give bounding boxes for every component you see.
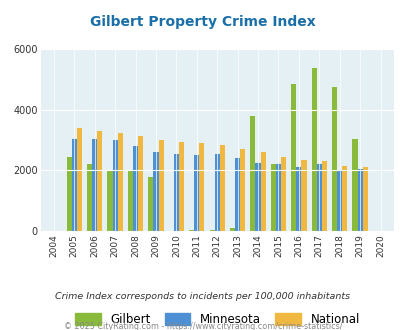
Bar: [97, 131, 102, 231]
Bar: [173, 154, 179, 231]
Bar: [92, 139, 97, 231]
Bar: [362, 167, 367, 231]
Bar: [138, 136, 143, 231]
Bar: [133, 146, 138, 231]
Legend: Gilbert, Minnesota, National: Gilbert, Minnesota, National: [75, 313, 359, 326]
Bar: [260, 152, 265, 231]
Bar: [234, 158, 240, 231]
Bar: [148, 177, 153, 231]
Bar: [219, 145, 224, 231]
Bar: [153, 152, 158, 231]
Bar: [255, 163, 260, 231]
Bar: [112, 140, 117, 231]
Bar: [117, 133, 122, 231]
Bar: [199, 143, 204, 231]
Bar: [311, 68, 316, 231]
Bar: [128, 171, 133, 231]
Bar: [290, 84, 296, 231]
Text: Gilbert Property Crime Index: Gilbert Property Crime Index: [90, 15, 315, 29]
Bar: [275, 164, 280, 231]
Bar: [321, 161, 326, 231]
Bar: [280, 157, 286, 231]
Bar: [77, 128, 82, 231]
Bar: [87, 164, 92, 231]
Text: Crime Index corresponds to incidents per 100,000 inhabitants: Crime Index corresponds to incidents per…: [55, 292, 350, 301]
Bar: [66, 157, 72, 231]
Bar: [270, 164, 275, 231]
Bar: [214, 154, 219, 231]
Bar: [240, 149, 245, 231]
Bar: [194, 155, 199, 231]
Bar: [341, 166, 347, 231]
Bar: [301, 160, 306, 231]
Bar: [296, 167, 301, 231]
Bar: [352, 139, 357, 231]
Bar: [357, 169, 362, 231]
Text: © 2025 CityRating.com - https://www.cityrating.com/crime-statistics/: © 2025 CityRating.com - https://www.city…: [64, 322, 341, 330]
Bar: [179, 142, 183, 231]
Bar: [316, 164, 321, 231]
Bar: [189, 230, 194, 231]
Bar: [229, 228, 234, 231]
Bar: [72, 139, 77, 231]
Bar: [336, 171, 341, 231]
Bar: [209, 230, 214, 231]
Bar: [331, 87, 336, 231]
Bar: [250, 116, 255, 231]
Bar: [158, 140, 163, 231]
Bar: [107, 171, 112, 231]
